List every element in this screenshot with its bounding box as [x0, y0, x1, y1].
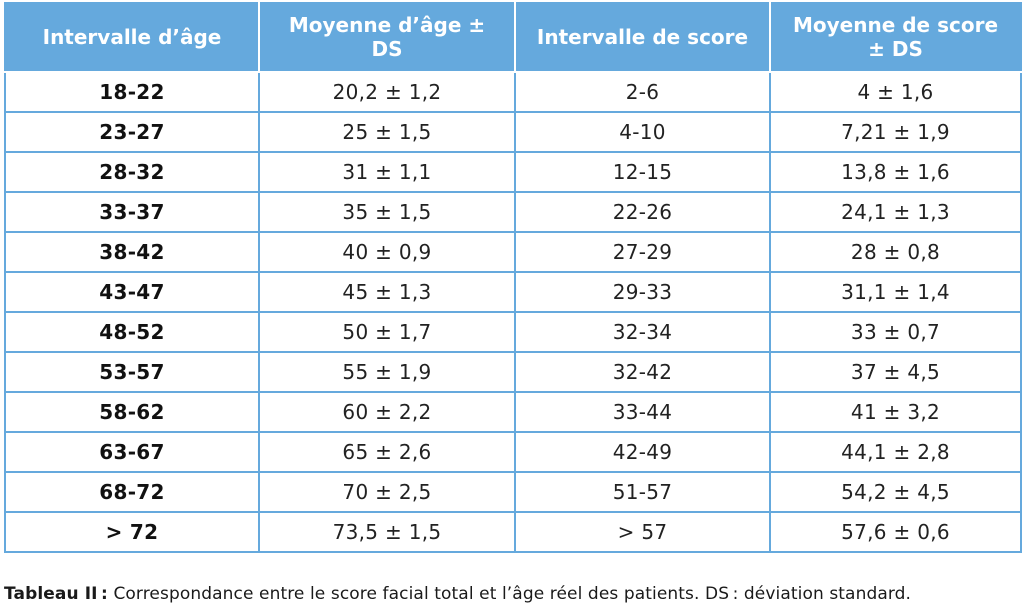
- age-score-table: Intervalle d’âge Moyenne d’âge ± DS Inte…: [4, 2, 1022, 553]
- cell-score-range: 29-33: [514, 271, 771, 313]
- cell-mean-age: 73,5 ± 1,5: [258, 511, 516, 553]
- cell-score-range: 27-29: [514, 231, 771, 273]
- header-score-range: Intervalle de score: [514, 2, 771, 73]
- table-header: Intervalle d’âge Moyenne d’âge ± DS Inte…: [4, 2, 1022, 73]
- cell-score-range: 51-57: [514, 471, 771, 513]
- cell-mean-age: 31 ± 1,1: [258, 151, 516, 193]
- table-row: 63-67 65 ± 2,6 42-49 44,1 ± 2,8: [4, 431, 1022, 473]
- cell-mean-score: 41 ± 3,2: [769, 391, 1022, 433]
- cell-age-range: 23-27: [4, 111, 260, 153]
- header-age-range: Intervalle d’âge: [4, 2, 260, 73]
- cell-age-range: 68-72: [4, 471, 260, 513]
- cell-age-range: 48-52: [4, 311, 260, 353]
- cell-mean-score: 4 ± 1,6: [769, 71, 1022, 113]
- cell-mean-age: 55 ± 1,9: [258, 351, 516, 393]
- header-mean-score: Moyenne de score ± DS: [769, 2, 1022, 73]
- table-row: 28-32 31 ± 1,1 12-15 13,8 ± 1,6: [4, 151, 1022, 193]
- cell-age-range: 63-67: [4, 431, 260, 473]
- cell-age-range: 18-22: [4, 71, 260, 113]
- cell-mean-score: 7,21 ± 1,9: [769, 111, 1022, 153]
- table-row: 38-42 40 ± 0,9 27-29 28 ± 0,8: [4, 231, 1022, 273]
- cell-mean-score: 13,8 ± 1,6: [769, 151, 1022, 193]
- cell-age-range: 58-62: [4, 391, 260, 433]
- cell-mean-score: 31,1 ± 1,4: [769, 271, 1022, 313]
- cell-score-range: 12-15: [514, 151, 771, 193]
- table-row: 58-62 60 ± 2,2 33-44 41 ± 3,2: [4, 391, 1022, 433]
- cell-score-range: 32-34: [514, 311, 771, 353]
- cell-age-range: 38-42: [4, 231, 260, 273]
- table-row: 43-47 45 ± 1,3 29-33 31,1 ± 1,4: [4, 271, 1022, 313]
- cell-score-range: > 57: [514, 511, 771, 553]
- header-mean-age: Moyenne d’âge ± DS: [258, 2, 516, 73]
- cell-age-range: 28-32: [4, 151, 260, 193]
- table-row: > 72 73,5 ± 1,5 > 57 57,6 ± 0,6: [4, 511, 1022, 553]
- cell-mean-age: 50 ± 1,7: [258, 311, 516, 353]
- cell-mean-age: 60 ± 2,2: [258, 391, 516, 433]
- table-row: 18-22 20,2 ± 1,2 2-6 4 ± 1,6: [4, 71, 1022, 113]
- cell-mean-age: 40 ± 0,9: [258, 231, 516, 273]
- table-row: 53-57 55 ± 1,9 32-42 37 ± 4,5: [4, 351, 1022, 393]
- cell-score-range: 33-44: [514, 391, 771, 433]
- cell-age-range: 33-37: [4, 191, 260, 233]
- cell-mean-score: 57,6 ± 0,6: [769, 511, 1022, 553]
- cell-score-range: 42-49: [514, 431, 771, 473]
- cell-mean-age: 20,2 ± 1,2: [258, 71, 516, 113]
- cell-score-range: 2-6: [514, 71, 771, 113]
- cell-mean-score: 33 ± 0,7: [769, 311, 1022, 353]
- cell-mean-age: 45 ± 1,3: [258, 271, 516, 313]
- cell-mean-score: 44,1 ± 2,8: [769, 431, 1022, 473]
- cell-mean-score: 28 ± 0,8: [769, 231, 1022, 273]
- cell-score-range: 4-10: [514, 111, 771, 153]
- cell-mean-age: 35 ± 1,5: [258, 191, 516, 233]
- data-table-container: Intervalle d’âge Moyenne d’âge ± DS Inte…: [4, 2, 1022, 553]
- caption-label: Tableau II :: [4, 584, 108, 604]
- table-row: 68-72 70 ± 2,5 51-57 54,2 ± 4,5: [4, 471, 1022, 513]
- table-row: 48-52 50 ± 1,7 32-34 33 ± 0,7: [4, 311, 1022, 353]
- cell-mean-age: 25 ± 1,5: [258, 111, 516, 153]
- caption-text: Correspondance entre le score facial tot…: [107, 584, 912, 604]
- table-caption: Tableau II : Correspondance entre le sco…: [4, 584, 911, 604]
- table-body: 18-22 20,2 ± 1,2 2-6 4 ± 1,6 23-27 25 ± 1,5 4-…: [4, 71, 1022, 553]
- cell-mean-score: 54,2 ± 4,5: [769, 471, 1022, 513]
- header-row: Intervalle d’âge Moyenne d’âge ± DS Inte…: [4, 2, 1022, 73]
- cell-mean-score: 24,1 ± 1,3: [769, 191, 1022, 233]
- cell-age-range: 43-47: [4, 271, 260, 313]
- cell-score-range: 22-26: [514, 191, 771, 233]
- cell-score-range: 32-42: [514, 351, 771, 393]
- cell-age-range: > 72: [4, 511, 260, 553]
- cell-mean-age: 70 ± 2,5: [258, 471, 516, 513]
- cell-mean-score: 37 ± 4,5: [769, 351, 1022, 393]
- cell-mean-age: 65 ± 2,6: [258, 431, 516, 473]
- table-row: 23-27 25 ± 1,5 4-10 7,21 ± 1,9: [4, 111, 1022, 153]
- table-row: 33-37 35 ± 1,5 22-26 24,1 ± 1,3: [4, 191, 1022, 233]
- cell-age-range: 53-57: [4, 351, 260, 393]
